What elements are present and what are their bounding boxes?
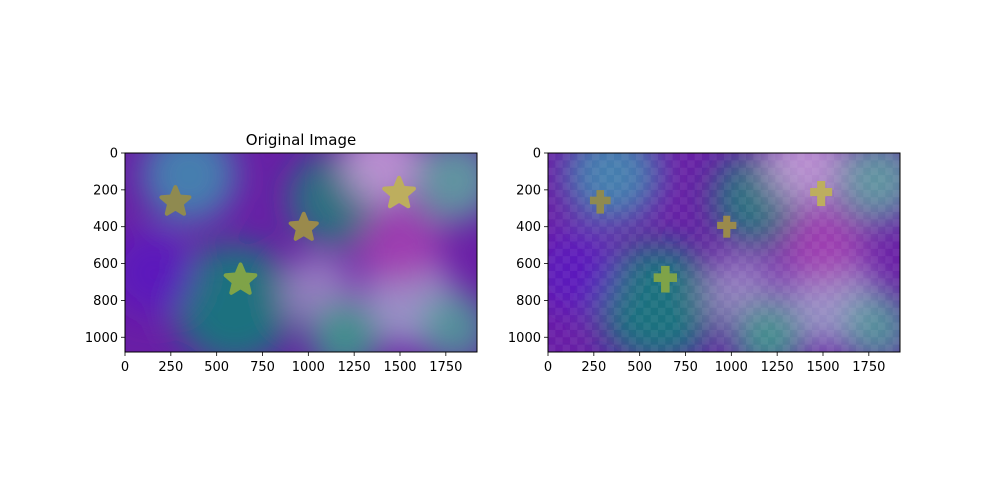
background-blob bbox=[308, 300, 382, 352]
background-blob bbox=[418, 291, 477, 352]
x-tick-label: 1250 bbox=[761, 360, 794, 375]
y-tick-label: 400 bbox=[516, 220, 541, 235]
background-blob bbox=[564, 153, 660, 224]
x-tick-label: 1750 bbox=[429, 360, 462, 375]
star-shape-pixelated bbox=[653, 265, 678, 293]
x-tick-label: 250 bbox=[581, 360, 606, 375]
star-shape-pixelated bbox=[589, 190, 611, 214]
background-blob bbox=[780, 202, 866, 288]
axes-frame bbox=[124, 152, 478, 353]
panel-pixelated: 0 250 500 750 1000 1250 1500 1750 0 200 400 600 800 1… bbox=[508, 147, 901, 375]
y-tick-label: 200 bbox=[516, 183, 541, 198]
x-tick-label: 500 bbox=[627, 360, 652, 375]
star-shape-pixelated bbox=[717, 215, 737, 238]
x-tick-label: 1500 bbox=[383, 360, 416, 375]
y-tick-label: 1000 bbox=[508, 331, 541, 346]
background-blob bbox=[597, 243, 719, 352]
y-tick-label: 0 bbox=[110, 147, 118, 162]
y-tick-label: 600 bbox=[93, 257, 118, 272]
x-tick-label: 1750 bbox=[852, 360, 885, 375]
background-blob bbox=[412, 153, 477, 224]
star-shape-pixelated bbox=[810, 181, 833, 207]
star-shape bbox=[382, 175, 416, 209]
y-tick-label: 0 bbox=[533, 147, 541, 162]
pixel-grid bbox=[548, 153, 900, 352]
x-tick-label: 1000 bbox=[715, 360, 748, 375]
x-tick-label: 500 bbox=[204, 360, 229, 375]
x-tick-label: 0 bbox=[121, 360, 129, 375]
y-tick-label: 800 bbox=[516, 294, 541, 309]
axes-frame bbox=[547, 152, 901, 353]
star-shape bbox=[159, 185, 192, 216]
y-tick-label: 200 bbox=[93, 183, 118, 198]
background-blob bbox=[731, 300, 805, 352]
x-tick-label: 1500 bbox=[806, 360, 839, 375]
panel-original: Original Image 0 250 500 750 1000 1250 1500 175… bbox=[85, 131, 478, 375]
x-tick-label: 1000 bbox=[292, 360, 325, 375]
background-blob bbox=[841, 291, 900, 352]
star-shape bbox=[288, 211, 319, 241]
panel-title: Original Image bbox=[246, 131, 356, 149]
background-blob bbox=[141, 153, 237, 224]
background-blob bbox=[548, 230, 618, 316]
y-tick-label: 1000 bbox=[85, 331, 118, 346]
background-blob bbox=[357, 202, 443, 288]
x-tick-label: 750 bbox=[250, 360, 275, 375]
background-blob bbox=[125, 230, 195, 316]
x-tick-label: 0 bbox=[544, 360, 552, 375]
image-pixelated bbox=[548, 153, 900, 352]
background-blob bbox=[835, 153, 900, 224]
image-original bbox=[125, 153, 477, 352]
background-blob bbox=[174, 243, 296, 352]
star-shape bbox=[223, 262, 258, 295]
x-tick-label: 1250 bbox=[338, 360, 371, 375]
y-tick-label: 400 bbox=[93, 220, 118, 235]
y-tick-label: 600 bbox=[516, 257, 541, 272]
x-tick-label: 750 bbox=[673, 360, 698, 375]
x-tick-label: 250 bbox=[158, 360, 183, 375]
y-tick-label: 800 bbox=[93, 294, 118, 309]
